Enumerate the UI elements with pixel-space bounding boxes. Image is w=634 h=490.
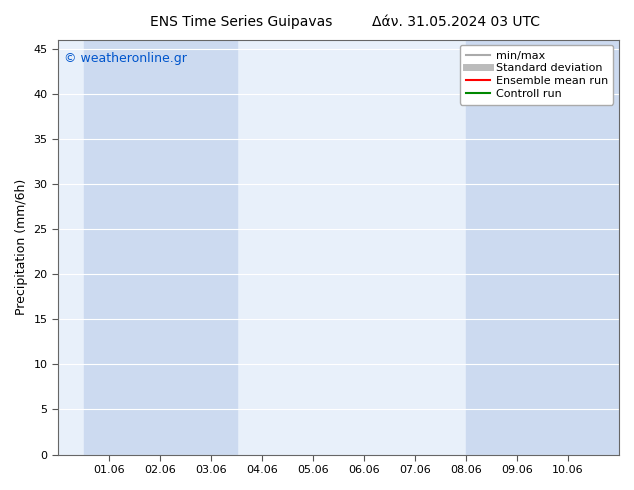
Text: ENS Time Series Guipavas: ENS Time Series Guipavas — [150, 15, 332, 29]
Bar — [466, 40, 619, 455]
Legend: min/max, Standard deviation, Ensemble mean run, Controll run: min/max, Standard deviation, Ensemble me… — [460, 45, 614, 104]
Bar — [84, 40, 236, 455]
Text: Δάν. 31.05.2024 03 UTC: Δάν. 31.05.2024 03 UTC — [373, 15, 540, 29]
Text: © weatheronline.gr: © weatheronline.gr — [63, 52, 186, 65]
Y-axis label: Precipitation (mm/6h): Precipitation (mm/6h) — [15, 179, 28, 315]
